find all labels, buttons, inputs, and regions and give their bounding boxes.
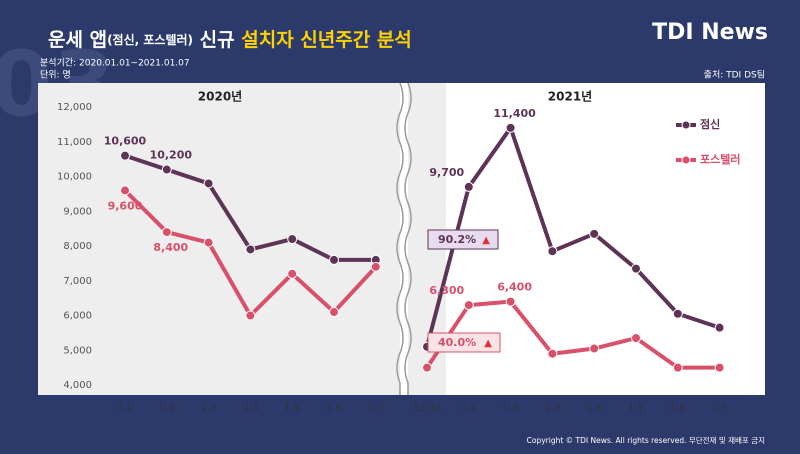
point [287, 234, 298, 245]
title-part: 운세 앱 [48, 29, 107, 51]
data-label: 9,700 [429, 166, 464, 179]
point [329, 307, 339, 318]
annotation-marker: ▲ [482, 235, 490, 246]
point [589, 228, 600, 239]
panel-title: 2020년 [198, 90, 242, 104]
legend-marker [681, 120, 691, 130]
point [370, 261, 381, 272]
annotation-marker: ▲ [484, 338, 492, 349]
panel-title: 2021년 [548, 90, 592, 104]
x-tick-label: 1.3 [544, 403, 560, 414]
point [120, 150, 130, 161]
x-tick-label: 1.2 [159, 403, 175, 414]
x-tick-label: 1.4 [586, 403, 602, 414]
point [589, 343, 600, 354]
point [505, 296, 516, 307]
point [245, 310, 256, 321]
y-tick-label: 10,000 [57, 172, 92, 183]
y-tick-label: 8,000 [63, 241, 92, 252]
panel-shade [38, 83, 400, 395]
point [714, 362, 725, 373]
point [161, 227, 172, 238]
data-label: 10,600 [104, 135, 147, 148]
x-tick-label: 1.6 [670, 403, 686, 414]
data-label: 8,400 [153, 241, 188, 254]
data-label: 9,600 [108, 199, 143, 212]
annotation-box [427, 332, 501, 353]
point [672, 308, 683, 319]
axis-break [404, 82, 412, 395]
title: 운세 앱(점신, 포스텔러) 신규 설치자 신년주간 분석 [48, 29, 412, 51]
point [120, 185, 130, 196]
title-part: (점신, 포스텔러) [107, 32, 193, 47]
series-line [425, 299, 720, 370]
axis-break [396, 82, 404, 395]
y-tick-label: 4,000 [63, 380, 92, 391]
data-label: 11,400 [493, 107, 536, 120]
period: 분석기간: 2020.01.01~2021.01.07 [40, 58, 190, 69]
point [714, 322, 725, 333]
annotation-box [427, 229, 499, 250]
annotation-text: 90.2% [438, 233, 476, 246]
x-tick-label: 1.7 [712, 403, 728, 414]
point [161, 164, 172, 175]
point [505, 122, 516, 133]
copyright: Copyright © TDI News. All rights reserve… [527, 435, 765, 445]
y-tick-label: 12,000 [57, 102, 92, 113]
title-part: 신규 [200, 29, 235, 51]
data-label: 10,200 [150, 149, 193, 162]
point [631, 333, 641, 344]
x-tick-label: 1.7 [368, 403, 384, 414]
y-tick-label: 7,000 [63, 276, 92, 287]
legend-marker [681, 155, 691, 165]
y-tick-label: 6,000 [63, 311, 92, 322]
y-tick-label: 5,000 [63, 345, 92, 356]
point [463, 181, 474, 192]
series-line [425, 125, 721, 348]
data-label: 6,400 [497, 281, 532, 294]
annotation-text: 40.0% [438, 336, 476, 349]
point [463, 300, 474, 311]
y-tick-label: 11,000 [57, 137, 92, 148]
y-tick-label: 9,000 [63, 206, 92, 217]
logo: TDI News [652, 20, 768, 45]
legend-label: 포스텔러 [700, 152, 740, 166]
point [287, 268, 298, 279]
x-tick-label: 1.3 [201, 403, 217, 414]
x-tick-label: 1.2 [503, 403, 519, 414]
x-tick-label: 1.5 [628, 403, 644, 414]
x-tick-label: 1.1 [117, 403, 133, 414]
point [245, 244, 256, 255]
x-tick-label: 12.31 [413, 403, 442, 414]
point [631, 263, 641, 274]
point [547, 246, 558, 257]
point [329, 254, 339, 265]
source: 출처: TDI DS팀 [704, 69, 765, 81]
legend-label: 점신 [700, 117, 720, 131]
point [203, 237, 214, 248]
x-tick-label: 1.5 [284, 403, 300, 414]
title-part: 설치자 신년주간 분석 [241, 29, 412, 51]
point [547, 348, 558, 359]
data-label: 6,300 [429, 284, 464, 297]
point [672, 362, 683, 373]
x-tick-label: 1.4 [242, 403, 258, 414]
x-tick-label: 1.1 [461, 403, 477, 414]
point [422, 362, 432, 373]
point [203, 178, 214, 189]
x-tick-label: 1.6 [326, 403, 342, 414]
unit: 단위: 명 [40, 70, 71, 81]
